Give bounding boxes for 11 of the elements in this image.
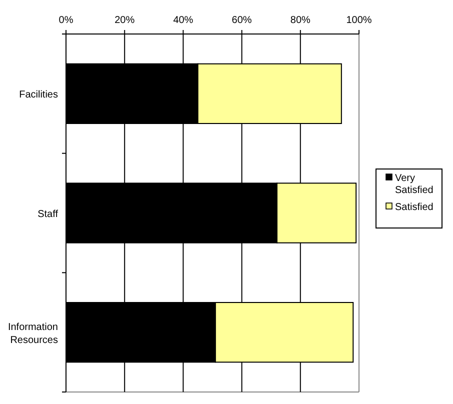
x-tick-label: 20% bbox=[114, 15, 135, 26]
legend-label: Satisfied bbox=[395, 202, 434, 213]
y-tick-label: Staff bbox=[38, 209, 58, 220]
legend-label: Very Satisfied bbox=[395, 173, 434, 196]
x-tick-label: 60% bbox=[232, 15, 252, 26]
y-tick-label: Facilities bbox=[19, 90, 58, 101]
x-tick-label: 0% bbox=[58, 15, 74, 26]
x-tick-label: 80% bbox=[290, 15, 311, 26]
y-tick-label: Information Resources bbox=[8, 322, 58, 346]
x-tick-label: 100% bbox=[346, 15, 372, 26]
x-tick-label: 40% bbox=[173, 15, 194, 26]
